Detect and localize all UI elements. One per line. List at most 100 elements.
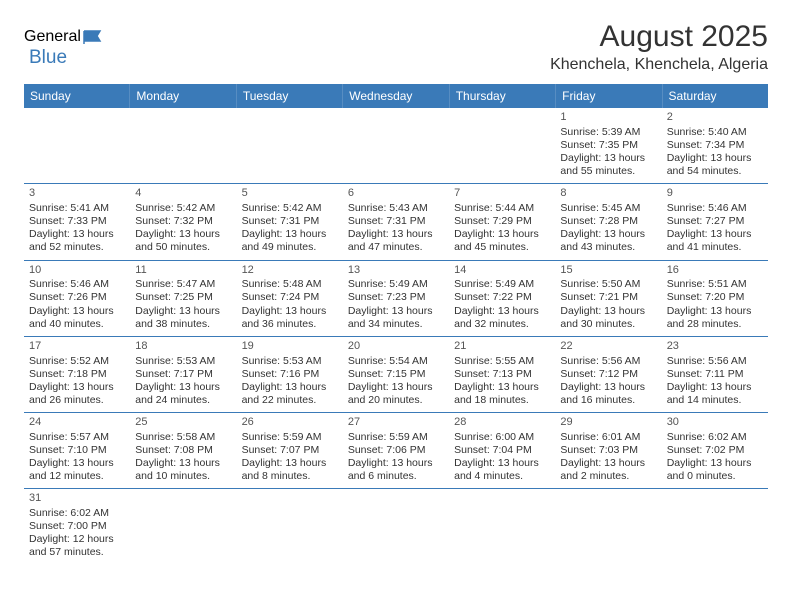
- empty-cell: [555, 489, 661, 564]
- week-row: 24Sunrise: 5:57 AMSunset: 7:10 PMDayligh…: [24, 413, 768, 489]
- day-cell: 15Sunrise: 5:50 AMSunset: 7:21 PMDayligh…: [555, 261, 661, 336]
- day-info-line: Daylight: 13 hours: [667, 152, 763, 165]
- day-info-line: and 4 minutes.: [454, 470, 550, 483]
- week-row: 31Sunrise: 6:02 AMSunset: 7:00 PMDayligh…: [24, 489, 768, 564]
- day-info-line: and 24 minutes.: [135, 394, 231, 407]
- day-info-line: Sunset: 7:13 PM: [454, 368, 550, 381]
- empty-cell: [343, 489, 449, 564]
- day-info-line: Sunrise: 5:44 AM: [454, 202, 550, 215]
- day-number: 31: [29, 492, 125, 506]
- logo: General: [24, 28, 107, 46]
- day-info-line: Sunset: 7:15 PM: [348, 368, 444, 381]
- weeks-container: 1Sunrise: 5:39 AMSunset: 7:35 PMDaylight…: [24, 108, 768, 565]
- day-info-line: and 26 minutes.: [29, 394, 125, 407]
- day-info-line: Daylight: 13 hours: [242, 381, 338, 394]
- day-info-line: Sunset: 7:00 PM: [29, 520, 125, 533]
- day-info-line: Sunset: 7:24 PM: [242, 291, 338, 304]
- empty-cell: [237, 489, 343, 564]
- day-info-line: and 18 minutes.: [454, 394, 550, 407]
- day-info-line: Sunset: 7:07 PM: [242, 444, 338, 457]
- day-number: 29: [560, 416, 656, 430]
- day-cell: 10Sunrise: 5:46 AMSunset: 7:26 PMDayligh…: [24, 261, 130, 336]
- day-info-line: Sunset: 7:35 PM: [560, 139, 656, 152]
- day-info-line: Daylight: 13 hours: [560, 457, 656, 470]
- day-cell: 18Sunrise: 5:53 AMSunset: 7:17 PMDayligh…: [130, 337, 236, 412]
- day-info-line: and 43 minutes.: [560, 241, 656, 254]
- day-cell: 3Sunrise: 5:41 AMSunset: 7:33 PMDaylight…: [24, 184, 130, 259]
- day-info-line: and 32 minutes.: [454, 318, 550, 331]
- empty-cell: [449, 108, 555, 183]
- day-info-line: Daylight: 13 hours: [348, 381, 444, 394]
- day-info-line: Sunset: 7:31 PM: [348, 215, 444, 228]
- empty-cell: [24, 108, 130, 183]
- day-info-line: Daylight: 13 hours: [348, 228, 444, 241]
- day-info-line: Sunset: 7:10 PM: [29, 444, 125, 457]
- day-info-line: Sunset: 7:08 PM: [135, 444, 231, 457]
- day-info-line: Sunset: 7:28 PM: [560, 215, 656, 228]
- day-number: 15: [560, 264, 656, 278]
- day-cell: 30Sunrise: 6:02 AMSunset: 7:02 PMDayligh…: [662, 413, 768, 488]
- day-header-cell: Saturday: [663, 84, 768, 108]
- day-header-cell: Friday: [556, 84, 662, 108]
- empty-cell: [130, 108, 236, 183]
- day-info-line: and 12 minutes.: [29, 470, 125, 483]
- week-row: 3Sunrise: 5:41 AMSunset: 7:33 PMDaylight…: [24, 184, 768, 260]
- day-cell: 27Sunrise: 5:59 AMSunset: 7:06 PMDayligh…: [343, 413, 449, 488]
- day-info-line: Daylight: 13 hours: [242, 457, 338, 470]
- day-cell: 29Sunrise: 6:01 AMSunset: 7:03 PMDayligh…: [555, 413, 661, 488]
- header-row: General August 2025 Khenchela, Khenchela…: [24, 20, 768, 74]
- day-cell: 19Sunrise: 5:53 AMSunset: 7:16 PMDayligh…: [237, 337, 343, 412]
- day-cell: 16Sunrise: 5:51 AMSunset: 7:20 PMDayligh…: [662, 261, 768, 336]
- day-number: 9: [667, 187, 763, 201]
- logo-text-general: General: [24, 28, 81, 46]
- day-info-line: Daylight: 13 hours: [135, 381, 231, 394]
- day-info-line: Daylight: 13 hours: [135, 457, 231, 470]
- day-info-line: Sunrise: 5:53 AM: [242, 355, 338, 368]
- day-number: 18: [135, 340, 231, 354]
- day-cell: 6Sunrise: 5:43 AMSunset: 7:31 PMDaylight…: [343, 184, 449, 259]
- day-cell: 11Sunrise: 5:47 AMSunset: 7:25 PMDayligh…: [130, 261, 236, 336]
- day-info-line: and 2 minutes.: [560, 470, 656, 483]
- day-cell: 22Sunrise: 5:56 AMSunset: 7:12 PMDayligh…: [555, 337, 661, 412]
- day-info-line: and 8 minutes.: [242, 470, 338, 483]
- day-info-line: Daylight: 13 hours: [348, 457, 444, 470]
- day-cell: 5Sunrise: 5:42 AMSunset: 7:31 PMDaylight…: [237, 184, 343, 259]
- day-info-line: and 22 minutes.: [242, 394, 338, 407]
- day-info-line: Sunset: 7:25 PM: [135, 291, 231, 304]
- day-cell: 14Sunrise: 5:49 AMSunset: 7:22 PMDayligh…: [449, 261, 555, 336]
- day-info-line: Sunrise: 6:00 AM: [454, 431, 550, 444]
- week-row: 1Sunrise: 5:39 AMSunset: 7:35 PMDaylight…: [24, 108, 768, 184]
- day-number: 24: [29, 416, 125, 430]
- day-info-line: Sunrise: 5:50 AM: [560, 278, 656, 291]
- day-info-line: Sunset: 7:11 PM: [667, 368, 763, 381]
- day-info-line: Sunset: 7:06 PM: [348, 444, 444, 457]
- day-info-line: Daylight: 13 hours: [135, 228, 231, 241]
- day-info-line: Sunrise: 5:49 AM: [348, 278, 444, 291]
- day-info-line: and 6 minutes.: [348, 470, 444, 483]
- day-info-line: Sunrise: 5:58 AM: [135, 431, 231, 444]
- day-number: 3: [29, 187, 125, 201]
- day-info-line: Sunset: 7:26 PM: [29, 291, 125, 304]
- day-info-line: Daylight: 13 hours: [454, 381, 550, 394]
- day-info-line: Sunset: 7:29 PM: [454, 215, 550, 228]
- day-info-line: Sunset: 7:16 PM: [242, 368, 338, 381]
- day-cell: 23Sunrise: 5:56 AMSunset: 7:11 PMDayligh…: [662, 337, 768, 412]
- day-info-line: Daylight: 13 hours: [348, 305, 444, 318]
- day-info-line: Daylight: 13 hours: [29, 381, 125, 394]
- day-number: 30: [667, 416, 763, 430]
- day-info-line: Sunrise: 5:53 AM: [135, 355, 231, 368]
- day-info-line: and 57 minutes.: [29, 546, 125, 559]
- day-info-line: Sunrise: 5:59 AM: [242, 431, 338, 444]
- day-info-line: and 0 minutes.: [667, 470, 763, 483]
- day-info-line: Sunset: 7:20 PM: [667, 291, 763, 304]
- day-info-line: and 40 minutes.: [29, 318, 125, 331]
- day-number: 13: [348, 264, 444, 278]
- day-cell: 13Sunrise: 5:49 AMSunset: 7:23 PMDayligh…: [343, 261, 449, 336]
- day-info-line: Sunset: 7:33 PM: [29, 215, 125, 228]
- day-number: 26: [242, 416, 338, 430]
- flag-icon: [83, 29, 105, 45]
- day-number: 27: [348, 416, 444, 430]
- day-info-line: Daylight: 13 hours: [560, 381, 656, 394]
- day-info-line: and 34 minutes.: [348, 318, 444, 331]
- day-info-line: and 38 minutes.: [135, 318, 231, 331]
